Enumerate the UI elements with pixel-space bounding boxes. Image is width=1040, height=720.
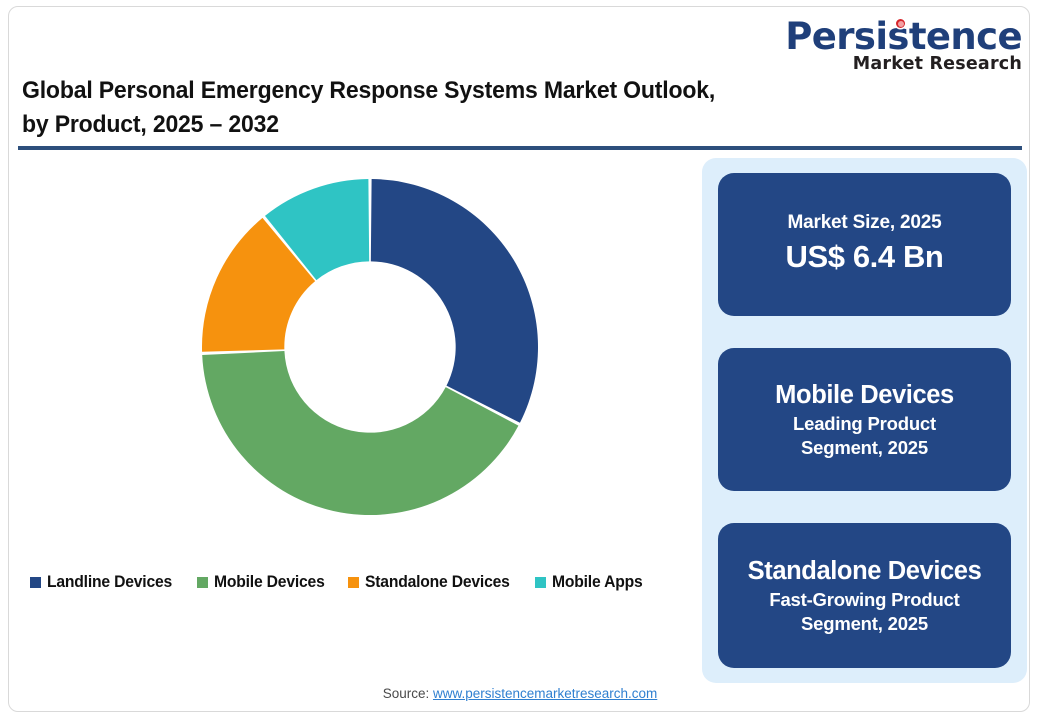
donut-chart-svg xyxy=(202,179,538,515)
market-size-card: Market Size, 2025 US$ 6.4 Bn xyxy=(718,173,1011,316)
legend-item: Landline Devices xyxy=(30,573,179,592)
legend-item: Standalone Devices xyxy=(348,573,517,592)
legend-label: Mobile Devices xyxy=(213,572,325,591)
donut-slice xyxy=(370,179,538,423)
source-url-link[interactable]: www.persistencemarketresearch.com xyxy=(432,686,658,701)
leading-segment-caption-line-2: Segment, 2025 xyxy=(801,436,928,458)
chart-legend: Landline Devices Mobile Devices Standalone… xyxy=(30,570,648,594)
market-size-value: US$ 6.4 Bn xyxy=(785,239,944,275)
legend-swatch-icon xyxy=(196,576,208,588)
fast-growing-segment-caption: Fast-Growing Product Segment, 2025 xyxy=(769,588,959,635)
legend-label: Landline Devices xyxy=(47,572,173,591)
page-title: Global Personal Emergency Response Syste… xyxy=(22,74,830,142)
legend-swatch-icon xyxy=(348,576,360,588)
page-title-line-1: Global Personal Emergency Response Syste… xyxy=(22,77,716,104)
donut-chart xyxy=(202,179,538,515)
legend-item: Mobile Devices xyxy=(196,572,330,592)
donut-slice xyxy=(202,217,316,352)
leading-segment-caption: Leading Product Segment, 2025 xyxy=(793,412,936,459)
fast-growing-segment-caption-line-2: Segment, 2025 xyxy=(801,612,928,634)
leading-segment-card: Mobile Devices Leading Product Segment, … xyxy=(718,348,1011,491)
legend-label: Standalone Devices xyxy=(365,572,510,591)
leading-segment-caption-line-1: Leading Product xyxy=(793,413,936,435)
logo-wordmark: Persistence xyxy=(785,18,1022,55)
legend-swatch-icon xyxy=(535,576,547,588)
legend-item: Mobile Apps xyxy=(535,573,647,592)
source-prefix: Source: xyxy=(382,686,433,701)
fast-growing-segment-card: Standalone Devices Fast-Growing Product … xyxy=(718,523,1011,668)
title-divider xyxy=(18,146,1022,150)
source-line: Source: www.persistencemarketresearch.co… xyxy=(0,686,1040,701)
highlights-panel: Market Size, 2025 US$ 6.4 Bn Mobile Devi… xyxy=(702,158,1027,683)
fast-growing-segment-caption-line-1: Fast-Growing Product xyxy=(769,589,960,611)
page-title-line-2: by Product, 2025 – 2032 xyxy=(22,110,279,138)
legend-label: Mobile Apps xyxy=(552,572,643,591)
leading-segment-name: Mobile Devices xyxy=(775,380,954,409)
company-logo: Persistence Market Research xyxy=(782,18,1022,74)
legend-swatch-icon xyxy=(30,576,41,588)
chart-area xyxy=(14,152,704,602)
donut-slice xyxy=(264,179,370,281)
fast-growing-segment-name: Standalone Devices xyxy=(747,556,982,585)
donut-slice xyxy=(202,351,519,515)
logo-tagline: Market Research xyxy=(852,54,1022,74)
market-size-label: Market Size, 2025 xyxy=(787,212,942,234)
logo-dot-icon xyxy=(896,19,906,28)
